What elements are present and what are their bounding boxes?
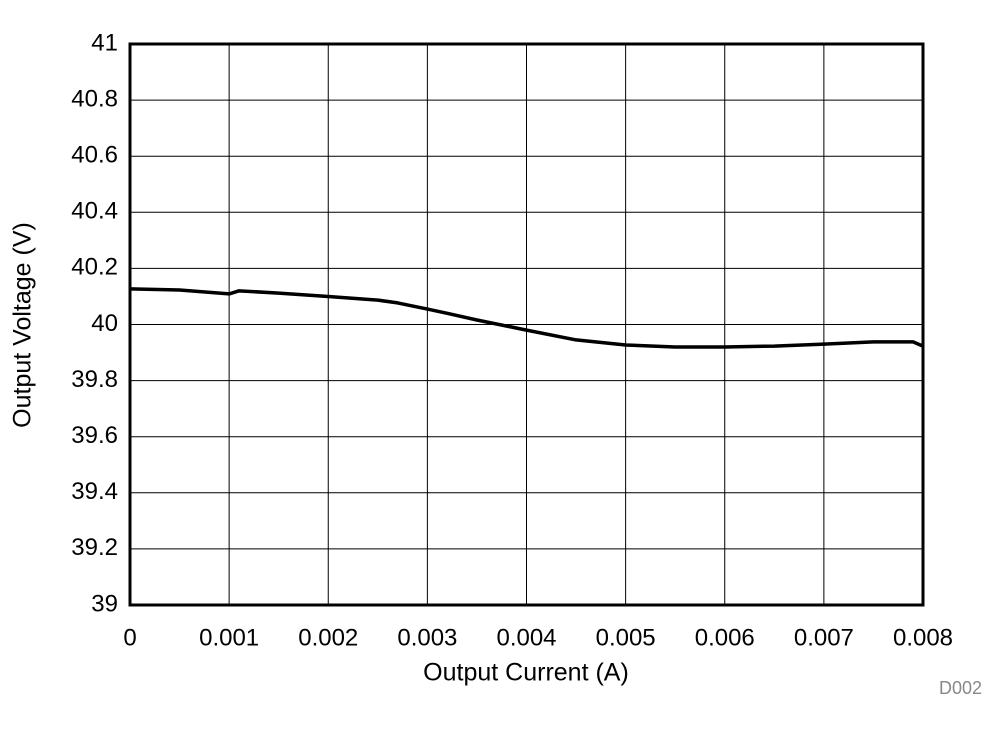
y-tick-label: 40.4 <box>71 198 118 225</box>
y-tick-label: 40.6 <box>71 142 118 169</box>
y-tick-label: 39 <box>91 590 118 617</box>
y-tick-label: 39.2 <box>71 534 118 561</box>
x-tick-label: 0.003 <box>397 624 457 651</box>
y-tick-label: 40 <box>91 310 118 337</box>
annotation: D002 <box>939 678 982 698</box>
y-tick-label: 39.8 <box>71 366 118 393</box>
y-axis-title: Output Voltage (V) <box>9 222 37 428</box>
x-axis-title: Output Current (A) <box>423 659 629 687</box>
x-tick-label: 0.004 <box>496 624 556 651</box>
x-tick-label: 0.007 <box>794 624 854 651</box>
x-tick-label: 0 <box>123 624 136 651</box>
y-tick-label: 39.6 <box>71 422 118 449</box>
x-tick-label: 0.006 <box>695 624 755 651</box>
x-tick-label: 0.002 <box>298 624 358 651</box>
x-tick-label: 0.008 <box>893 624 953 651</box>
y-tick-label: 40.8 <box>71 85 118 112</box>
x-tick-label: 0.005 <box>596 624 656 651</box>
x-tick-label: 0.001 <box>199 624 259 651</box>
y-tick-label: 39.4 <box>71 478 118 505</box>
data-line <box>129 287 924 349</box>
plot-frame <box>128 42 925 607</box>
y-tick-label: 40.2 <box>71 254 118 281</box>
y-tick-label: 41 <box>91 29 118 56</box>
